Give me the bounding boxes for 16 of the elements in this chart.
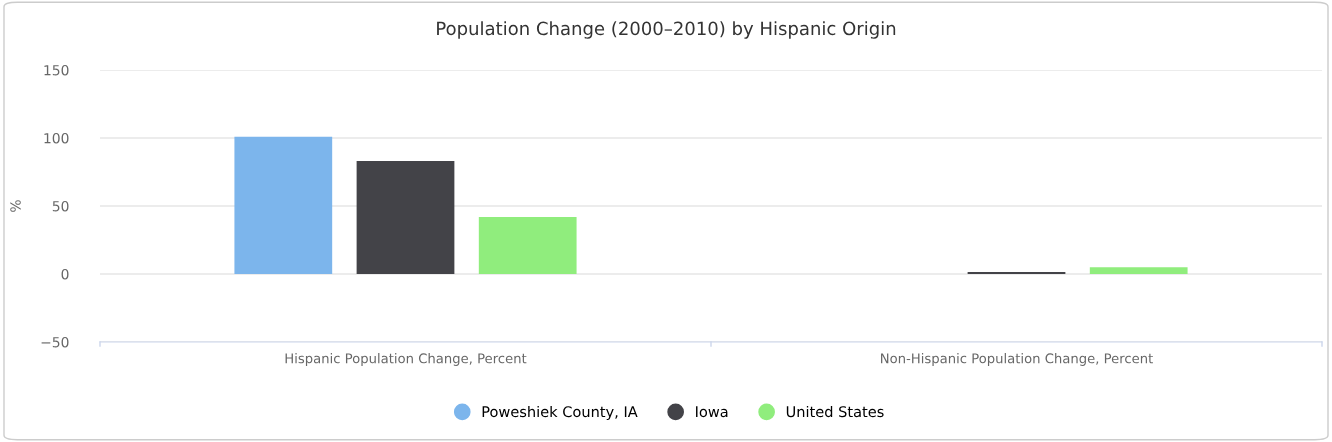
y-axis-title: % <box>10 200 21 212</box>
x-tick-label: Hispanic Population Change, Percent <box>285 353 527 366</box>
x-tick-label: Non-Hispanic Population Change, Percent <box>881 353 1153 366</box>
y-tick-label: 0 <box>61 268 69 280</box>
bar <box>1089 267 1188 274</box>
bar <box>478 216 577 274</box>
bar <box>234 136 333 274</box>
legend-label: United States <box>786 405 884 418</box>
y-tick-label: 100 <box>44 132 69 144</box>
chart-title: Population Change (2000–2010) by Hispanic Origin <box>437 21 896 39</box>
y-tick-label: 150 <box>44 64 69 76</box>
bar <box>356 161 455 274</box>
y-tick-label: −50 <box>41 336 69 348</box>
legend-label: Iowa <box>696 406 728 418</box>
legend-label: Poweshiek County, IA <box>482 405 638 421</box>
y-tick-label: 50 <box>52 200 69 212</box>
